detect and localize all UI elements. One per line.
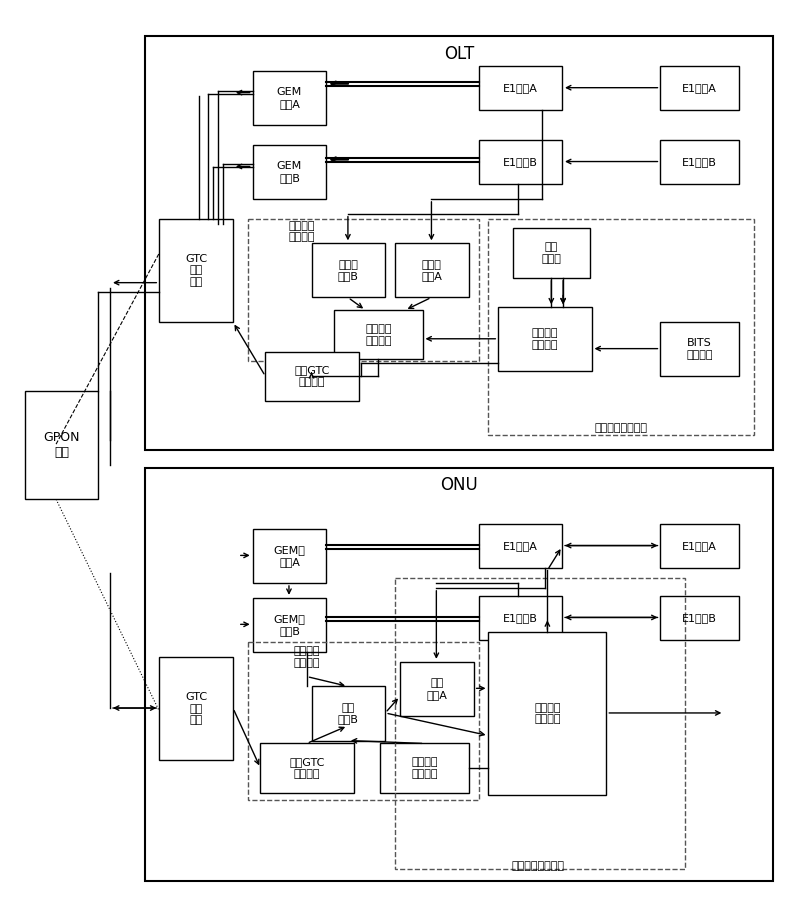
Bar xyxy=(478,140,562,184)
Bar xyxy=(311,687,386,740)
Text: 恢复GTC
物理时钟: 恢复GTC 物理时钟 xyxy=(290,757,325,779)
Bar xyxy=(25,391,98,499)
Text: E1业务A: E1业务A xyxy=(682,541,717,551)
Bar xyxy=(489,632,606,795)
Text: GEM
封装A: GEM 封装A xyxy=(277,87,302,109)
Text: GPON
网络: GPON 网络 xyxy=(43,431,80,459)
Text: ONU: ONU xyxy=(440,477,478,495)
Text: GTC
处理
模块: GTC 处理 模块 xyxy=(185,254,207,287)
Text: 速率
计算B: 速率 计算B xyxy=(338,703,359,724)
Bar xyxy=(253,71,326,125)
Bar xyxy=(660,140,739,184)
Bar xyxy=(159,218,233,322)
Text: GEM
封装B: GEM 封装B xyxy=(277,161,302,183)
Bar xyxy=(660,66,739,111)
Bar xyxy=(478,596,562,640)
Text: 同步时钟输出模块: 同步时钟输出模块 xyxy=(511,861,564,871)
Bar xyxy=(248,642,478,800)
Text: E1接口B: E1接口B xyxy=(503,613,538,623)
Bar xyxy=(261,744,354,793)
Bar xyxy=(660,524,739,568)
Bar xyxy=(380,744,469,793)
Bar xyxy=(660,322,739,376)
Text: 产生同步
定时信号: 产生同步 定时信号 xyxy=(411,757,438,779)
Bar xyxy=(159,657,233,760)
Bar xyxy=(400,661,474,716)
Text: 速率差
计算A: 速率差 计算A xyxy=(422,259,442,281)
Bar xyxy=(253,529,326,583)
Text: E1业务B: E1业务B xyxy=(682,613,717,623)
Text: 同步时钟
处理模块: 同步时钟 处理模块 xyxy=(289,221,315,242)
Bar xyxy=(253,598,326,652)
Text: 产生同步
定时信号: 产生同步 定时信号 xyxy=(365,324,392,346)
Text: 同步时钟
输入选择: 同步时钟 输入选择 xyxy=(532,329,558,350)
Text: E1接口A: E1接口A xyxy=(503,541,538,551)
Text: OLT: OLT xyxy=(444,45,474,63)
Text: BITS
同步时钟: BITS 同步时钟 xyxy=(686,338,713,360)
Text: GEM解
封装A: GEM解 封装A xyxy=(274,545,306,566)
Text: E1接口A: E1接口A xyxy=(503,83,538,93)
Bar xyxy=(334,310,422,360)
Text: E1业务B: E1业务B xyxy=(682,157,717,167)
Bar xyxy=(145,36,774,450)
Bar xyxy=(145,467,774,882)
Bar xyxy=(266,352,358,400)
Text: 同步时钟
处理模块: 同步时钟 处理模块 xyxy=(294,646,320,668)
Text: GTC
处理
模块: GTC 处理 模块 xyxy=(185,692,207,725)
Text: 速率
计算A: 速率 计算A xyxy=(426,678,447,699)
Text: 同步时钟
输出选择: 同步时钟 输出选择 xyxy=(534,703,561,724)
Bar xyxy=(513,228,590,278)
Bar xyxy=(253,145,326,199)
Bar xyxy=(660,596,739,640)
Text: 速率差
计算B: 速率差 计算B xyxy=(338,259,359,281)
Bar xyxy=(248,218,478,361)
Text: GEM解
封装B: GEM解 封装B xyxy=(274,614,306,636)
Bar xyxy=(498,307,592,371)
Text: 内部
时钟源: 内部 时钟源 xyxy=(542,242,562,264)
Text: E1接口B: E1接口B xyxy=(503,157,538,167)
Bar xyxy=(478,66,562,111)
Bar xyxy=(311,244,386,297)
Bar xyxy=(395,578,685,869)
Text: 产生GTC
物理时钟: 产生GTC 物理时钟 xyxy=(294,365,330,387)
Bar xyxy=(478,524,562,568)
Text: E1业务A: E1业务A xyxy=(682,83,717,93)
Bar xyxy=(395,244,469,297)
Bar xyxy=(489,218,754,435)
Text: 同步时钟输入模块: 同步时钟输入模块 xyxy=(594,423,647,433)
